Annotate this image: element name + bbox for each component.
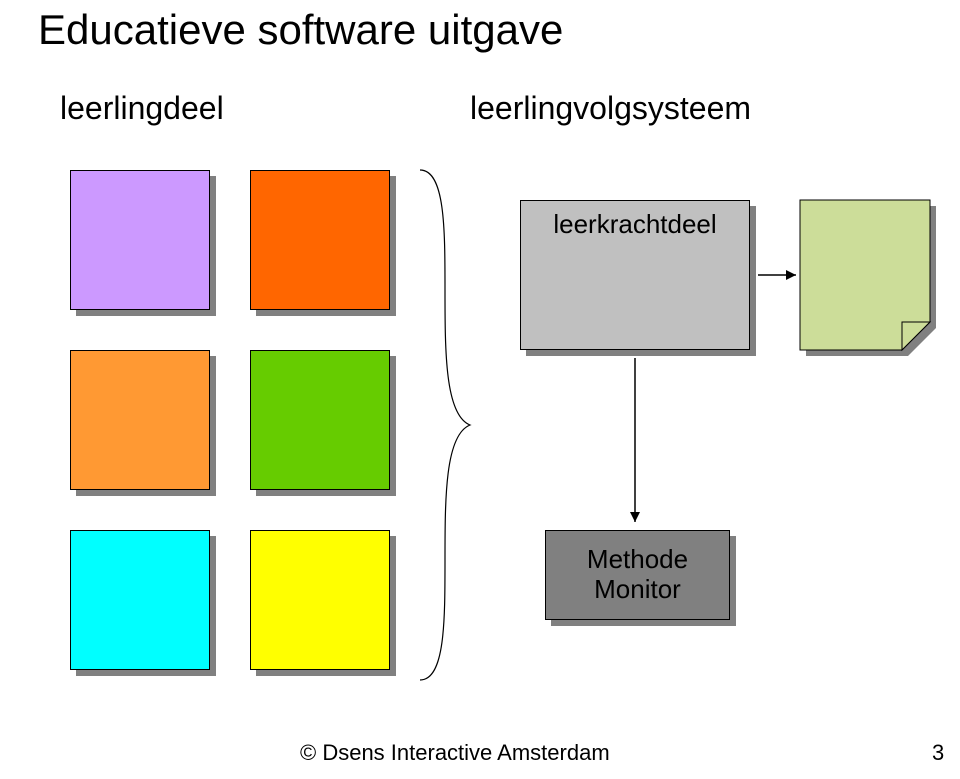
footer-copyright: © Dsens Interactive Amsterdam bbox=[300, 740, 610, 766]
arrow-to-methode-head bbox=[630, 512, 640, 522]
grid-square bbox=[70, 350, 210, 490]
subtitle-leerlingdeel: leerlingdeel bbox=[60, 90, 224, 127]
note-fold bbox=[902, 322, 930, 350]
slide-title: Educatieve software uitgave bbox=[38, 6, 563, 54]
leerkrachtdeel-label: leerkrachtdeel bbox=[553, 209, 716, 240]
curly-brace bbox=[420, 170, 470, 680]
note-shape bbox=[800, 200, 930, 350]
grid-square bbox=[250, 350, 390, 490]
grid-square bbox=[250, 170, 390, 310]
arrow-to-note-head bbox=[786, 270, 796, 280]
subtitle-leerlingvolgsysteem: leerlingvolgsysteem bbox=[470, 90, 751, 127]
grid-square bbox=[70, 530, 210, 670]
grid-square bbox=[70, 170, 210, 310]
methode-monitor-box: Methode Monitor bbox=[545, 530, 730, 620]
page-number: 3 bbox=[932, 740, 944, 766]
leerkrachtdeel-box: leerkrachtdeel bbox=[520, 200, 750, 350]
grid-square bbox=[250, 530, 390, 670]
note-shadow bbox=[806, 206, 936, 356]
methode-monitor-label: Methode Monitor bbox=[587, 545, 688, 605]
